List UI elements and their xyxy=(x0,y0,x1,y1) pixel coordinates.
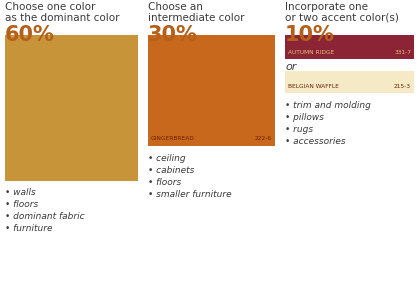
Text: • furniture: • furniture xyxy=(5,224,52,233)
Text: • cabinets: • cabinets xyxy=(148,166,194,175)
Text: 331-7: 331-7 xyxy=(394,50,411,55)
Text: • pillows: • pillows xyxy=(285,113,324,122)
Text: • dominant fabric: • dominant fabric xyxy=(5,212,85,221)
Text: or: or xyxy=(285,62,296,72)
Text: 222-6: 222-6 xyxy=(255,136,272,141)
Text: • smaller furniture: • smaller furniture xyxy=(148,190,232,199)
Text: Choose an: Choose an xyxy=(148,2,203,12)
Bar xyxy=(148,35,275,146)
Bar xyxy=(285,71,414,93)
Text: • walls: • walls xyxy=(5,188,36,197)
Text: 215-3: 215-3 xyxy=(394,84,411,89)
Text: 30%: 30% xyxy=(148,25,198,45)
Text: • rugs: • rugs xyxy=(285,125,313,134)
Text: 10%: 10% xyxy=(285,25,335,45)
Text: AUTUMN RIDGE: AUTUMN RIDGE xyxy=(288,50,334,55)
Bar xyxy=(285,35,414,59)
Text: as the dominant color: as the dominant color xyxy=(5,13,119,23)
Text: • floors: • floors xyxy=(5,200,38,209)
Text: • accessories: • accessories xyxy=(285,137,346,146)
Bar xyxy=(5,35,138,181)
Text: intermediate color: intermediate color xyxy=(148,13,245,23)
Text: BELGIAN WAFFLE: BELGIAN WAFFLE xyxy=(288,84,339,89)
Text: • ceiling: • ceiling xyxy=(148,154,186,163)
Text: or two accent color(s): or two accent color(s) xyxy=(285,13,399,23)
Text: Choose one color: Choose one color xyxy=(5,2,96,12)
Text: 60%: 60% xyxy=(5,25,55,45)
Text: GINGERBREAD: GINGERBREAD xyxy=(151,136,195,141)
Text: • floors: • floors xyxy=(148,178,181,187)
Text: Incorporate one: Incorporate one xyxy=(285,2,368,12)
Text: • trim and molding: • trim and molding xyxy=(285,101,371,110)
